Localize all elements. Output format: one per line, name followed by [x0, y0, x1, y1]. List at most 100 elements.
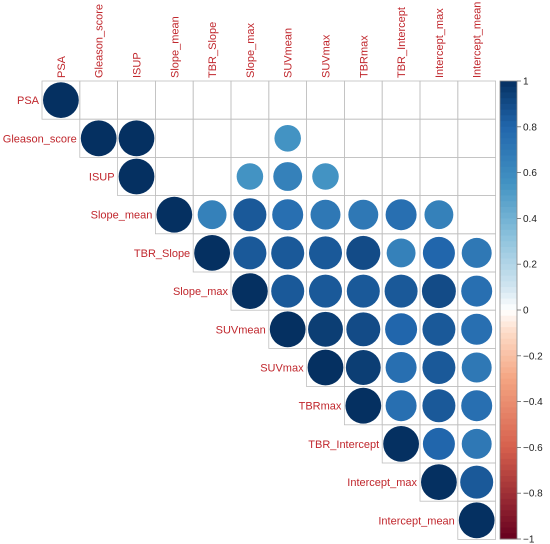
colorbar-tick-label: 0 — [523, 306, 529, 317]
column-label: SUVmean — [283, 28, 295, 78]
corr-circle-Slope_max-Intercept_mean — [461, 275, 493, 307]
corr-circle-Slope_mean-Slope_mean — [156, 196, 193, 233]
row-label: Gleason_score — [3, 133, 77, 145]
colorbar-segment — [500, 327, 517, 334]
grid-cell — [79, 80, 119, 120]
corr-circle-TBR_Slope-SUVmean — [271, 236, 305, 270]
row-label: TBR_Slope — [134, 248, 190, 260]
grid-cell — [192, 156, 232, 196]
row-label: Slope_mean — [91, 210, 153, 222]
colorbar-segment — [500, 481, 517, 488]
colorbar-segment — [500, 355, 517, 363]
row-label: TBR_Intercept — [308, 439, 379, 451]
corr-circle-Intercept_max-Intercept_max — [421, 464, 457, 500]
colorbar-segment — [500, 453, 517, 460]
colorbar-segment — [500, 533, 517, 540]
corr-circle-Slope_mean-SUVmax — [310, 199, 341, 230]
colorbar-segment — [500, 218, 517, 225]
corr-circle-TBR_Intercept-TBR_Intercept — [383, 426, 419, 462]
grid-cell — [192, 80, 232, 120]
grid-cell — [457, 118, 496, 158]
colorbar-segment — [500, 298, 517, 305]
colorbar-segment — [500, 155, 517, 162]
corr-circle-TBR_Slope-Intercept_mean — [461, 237, 492, 268]
row-label: ISUP — [89, 172, 115, 184]
grid-cell — [268, 80, 307, 120]
column-label: Slope_mean — [169, 16, 181, 78]
colorbar-segment — [500, 332, 517, 340]
colorbar-segment — [500, 252, 517, 259]
grid-cell — [230, 80, 270, 120]
colorbar-segment — [500, 121, 517, 128]
colorbar-segment — [500, 86, 517, 93]
colorbar-segment — [500, 378, 517, 385]
corr-circle-TBRmax-Intercept_mean — [461, 390, 493, 422]
colorbar-segment — [500, 109, 517, 116]
corr-circle-TBR_Intercept-Intercept_mean — [461, 428, 492, 459]
colorbar-segment — [500, 476, 517, 483]
row-label: SUVmean — [216, 324, 266, 336]
corr-circle-Slope_mean-TBR_Slope — [197, 200, 227, 230]
corr-circle-Gleason_score-SUVmean — [274, 125, 301, 152]
colorbar-segment — [500, 464, 517, 471]
corr-circle-TBRmax-TBRmax — [345, 387, 382, 424]
colorbar-segment — [500, 206, 517, 214]
colorbar-segment — [500, 441, 517, 448]
grid-cell — [381, 80, 421, 120]
corr-circle-SUVmax-Intercept_max — [422, 350, 456, 385]
colorbar-segment — [500, 350, 517, 357]
colorbar-segment — [500, 361, 517, 368]
corr-circle-Slope_max-TBR_Intercept — [384, 274, 418, 308]
colorbar-tick-label: 1 — [523, 77, 529, 88]
corr-circle-Slope_mean-Slope_max — [233, 198, 267, 232]
grid-cell — [343, 156, 383, 196]
colorbar-segment — [500, 527, 517, 534]
colorbar-tick-label: 0.8 — [523, 122, 537, 133]
corr-circle-Gleason_score-Gleason_score — [80, 120, 117, 157]
colorbar-segment — [500, 195, 517, 202]
grid-cell — [154, 156, 194, 196]
grid-cell — [154, 80, 194, 120]
colorbar-segment — [500, 172, 517, 179]
colorbar-segment — [500, 201, 517, 208]
corr-circle-Slope_mean-TBRmax — [348, 199, 379, 230]
colorbar-segment — [500, 430, 517, 437]
grid-cell — [306, 118, 345, 158]
row-label: Slope_max — [173, 286, 229, 298]
corr-circle-TBR_Slope-Slope_max — [233, 236, 267, 270]
colorbar-segment — [500, 395, 517, 403]
corr-circle-TBR_Slope-SUVmax — [308, 236, 343, 270]
corr-circle-SUVmean-Intercept_mean — [461, 313, 493, 345]
row-label: Intercept_max — [347, 477, 417, 489]
column-label: Gleason_score — [94, 4, 106, 78]
colorbar-tick-label: 0.2 — [523, 260, 537, 271]
colorbar-segment — [500, 498, 517, 506]
corr-circle-TBR_Intercept-Intercept_max — [422, 427, 455, 460]
colorbar-segment — [500, 418, 517, 425]
colorbar-segment — [500, 103, 517, 111]
corr-circle-ISUP-SUVmean — [273, 162, 303, 191]
corr-circle-Intercept_max-Intercept_mean — [460, 465, 494, 499]
corr-circle-SUVmean-SUVmean — [269, 311, 306, 348]
colorbar-segment — [500, 390, 517, 397]
colorbar-segment — [500, 178, 517, 185]
colorbar-segment — [500, 229, 517, 237]
corr-circle-TBRmax-TBR_Intercept — [385, 390, 417, 422]
corr-circle-SUVmean-TBRmax — [346, 312, 381, 347]
corr-circle-SUVmean-TBR_Intercept — [385, 313, 418, 346]
grid-cell — [457, 195, 496, 235]
column-label: TBR_Intercept — [396, 7, 408, 78]
corr-circle-SUVmean-SUVmax — [308, 311, 343, 347]
column-label: SUVmax — [321, 34, 333, 78]
colorbar-segment — [500, 447, 517, 454]
column-label: PSA — [56, 55, 68, 78]
grid-cell — [381, 156, 421, 196]
corr-circle-ISUP-ISUP — [118, 158, 155, 195]
corr-circle-Slope_max-SUVmax — [308, 274, 343, 308]
corr-circle-Slope_mean-TBR_Intercept — [385, 199, 417, 231]
row-label: Intercept_mean — [378, 515, 454, 527]
corr-circle-TBR_Slope-TBRmax — [346, 235, 381, 270]
colorbar-segment — [500, 81, 517, 88]
corr-circle-Slope_mean-Intercept_max — [424, 200, 454, 230]
